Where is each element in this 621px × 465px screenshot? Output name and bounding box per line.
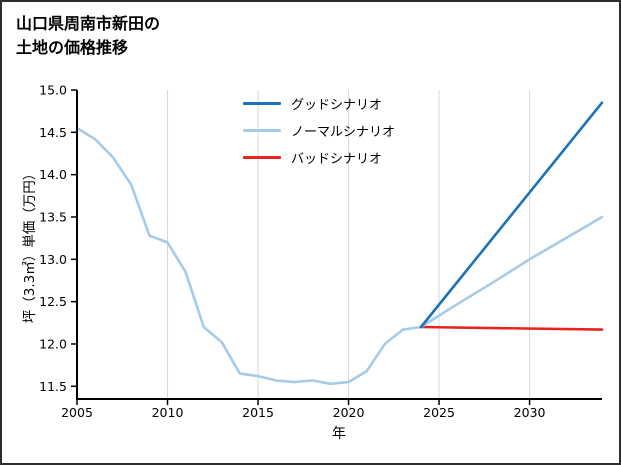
y-tick-label: 13.5	[39, 209, 67, 224]
y-tick-label: 14.5	[39, 125, 67, 140]
series-line	[75, 126, 423, 386]
x-tick-label: 2030	[514, 405, 546, 420]
x-tick-label: 2020	[333, 405, 365, 420]
x-tick-label: 2015	[242, 405, 274, 420]
series-line	[419, 325, 604, 331]
x-axis-label: 年	[332, 426, 346, 442]
y-tick-label: 11.5	[39, 379, 67, 394]
series-line	[419, 101, 604, 329]
x-tick-label: 2010	[152, 405, 184, 420]
x-tick-label: 2005	[61, 405, 93, 420]
legend-label: グッドシナリオ	[291, 98, 383, 113]
y-tick-label: 12.5	[39, 294, 67, 309]
chart-title: 山口県周南市新田の 土地の価格推移	[16, 12, 160, 60]
chart-title-line2: 土地の価格推移	[16, 38, 129, 57]
y-tick-label: 14.0	[39, 167, 67, 182]
legend-label: ノーマルシナリオ	[291, 125, 396, 140]
y-tick-label: 15.0	[39, 83, 67, 98]
legend-label: バッドシナリオ	[291, 152, 383, 167]
y-tick-label: 12.0	[39, 336, 67, 351]
series-line	[419, 215, 604, 329]
legend-line-swatch	[243, 155, 281, 160]
legend-item: ノーマルシナリオ	[243, 122, 396, 140]
chart-title-line1: 山口県周南市新田の	[16, 14, 161, 33]
legend-line-swatch	[243, 101, 281, 106]
chart-legend: グッドシナリオ ノーマルシナリオ バッドシナリオ	[243, 95, 396, 167]
legend-item: グッドシナリオ	[243, 95, 395, 113]
y-tick-label: 13.0	[39, 252, 67, 267]
x-tick-label: 2025	[423, 405, 455, 420]
legend-item: バッドシナリオ	[243, 149, 395, 167]
legend-line-swatch	[243, 128, 281, 133]
